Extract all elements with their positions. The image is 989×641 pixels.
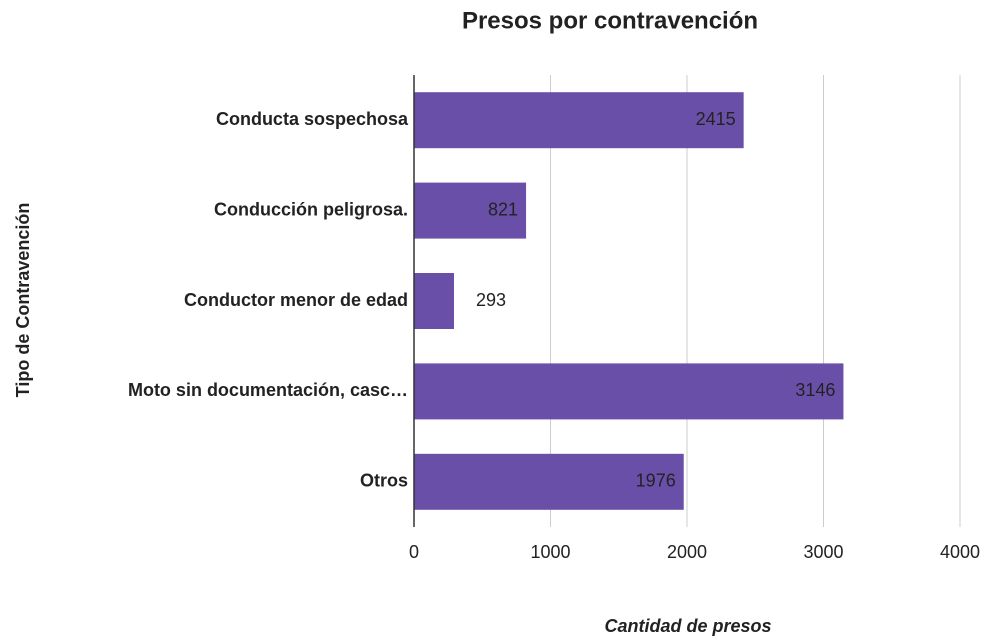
data-label: 2415 — [696, 109, 736, 129]
y-axis-title: Tipo de Contravención — [13, 203, 33, 398]
data-label: 293 — [476, 290, 506, 310]
data-label: 3146 — [795, 380, 835, 400]
data-label: 1976 — [636, 471, 676, 491]
x-tick-label: 1000 — [530, 542, 570, 562]
chart-title: Presos por contravención — [462, 7, 758, 34]
bar — [414, 92, 744, 149]
y-tick-label: Conducción peligrosa. — [214, 199, 408, 219]
data-label: 821 — [488, 199, 518, 219]
x-tick-label: 2000 — [667, 542, 707, 562]
y-tick-label: Conducta sospechosa — [216, 109, 409, 129]
x-tick-label: 3000 — [803, 542, 843, 562]
bar — [414, 273, 454, 329]
y-tick-label: Conductor menor de edad — [184, 290, 408, 310]
x-tick-label: 4000 — [940, 542, 980, 562]
bar — [414, 182, 527, 239]
x-tick-label: 0 — [409, 542, 419, 562]
y-tick-label: Moto sin documentación, casc… — [128, 380, 408, 400]
bar — [414, 453, 684, 510]
y-tick-label: Otros — [360, 471, 408, 491]
bar — [414, 363, 844, 420]
x-axis-title: Cantidad de presos — [604, 616, 771, 636]
